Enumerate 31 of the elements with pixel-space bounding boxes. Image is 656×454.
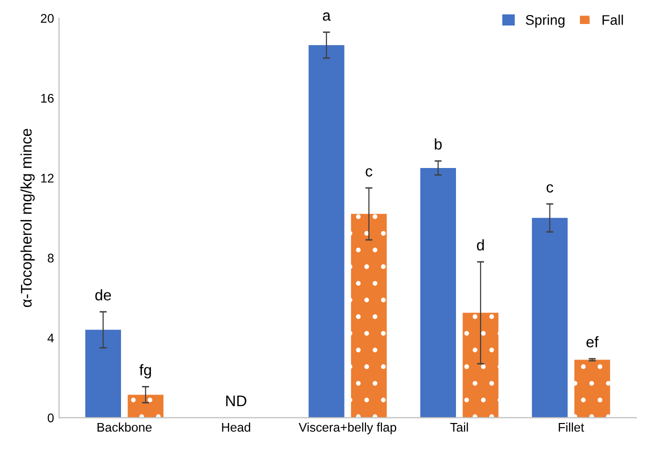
y-tick-label: 16: [41, 94, 54, 103]
x-tick-label: Tail: [450, 422, 468, 432]
y-tick-label: 0: [48, 413, 54, 422]
bar: [351, 214, 387, 418]
annotation: ND: [226, 396, 246, 406]
annotation: c: [546, 184, 554, 193]
annotation: d: [476, 239, 484, 251]
legend-label: Fall: [602, 14, 623, 25]
bar: [574, 360, 610, 418]
annotation: b: [434, 138, 442, 150]
legend-label: Spring: [526, 14, 564, 28]
x-tick-label: Viscera+belly flap: [298, 422, 396, 434]
annotation: c: [366, 168, 372, 177]
y-tick-label: 4: [48, 334, 54, 342]
annotation: a: [322, 12, 331, 21]
bar: [462, 312, 498, 418]
y-tick-label: 20: [40, 14, 54, 23]
bar: [308, 45, 344, 418]
y-axis-title: α-Tocopherol mg/kg mince: [20, 128, 35, 308]
annotation: ef: [586, 336, 599, 348]
y-tick-label: 12: [41, 174, 54, 182]
bar: [128, 394, 164, 418]
y-tick-label: 8: [48, 254, 54, 263]
bar: [532, 218, 568, 418]
bar: [85, 330, 122, 418]
x-tick-label: Fillet: [558, 422, 584, 432]
x-tick-label: Head: [222, 422, 250, 432]
x-tick-label: Backbone: [98, 422, 152, 432]
annotation: fg: [139, 364, 151, 378]
annotation: de: [95, 289, 111, 300]
bar: [420, 168, 456, 418]
